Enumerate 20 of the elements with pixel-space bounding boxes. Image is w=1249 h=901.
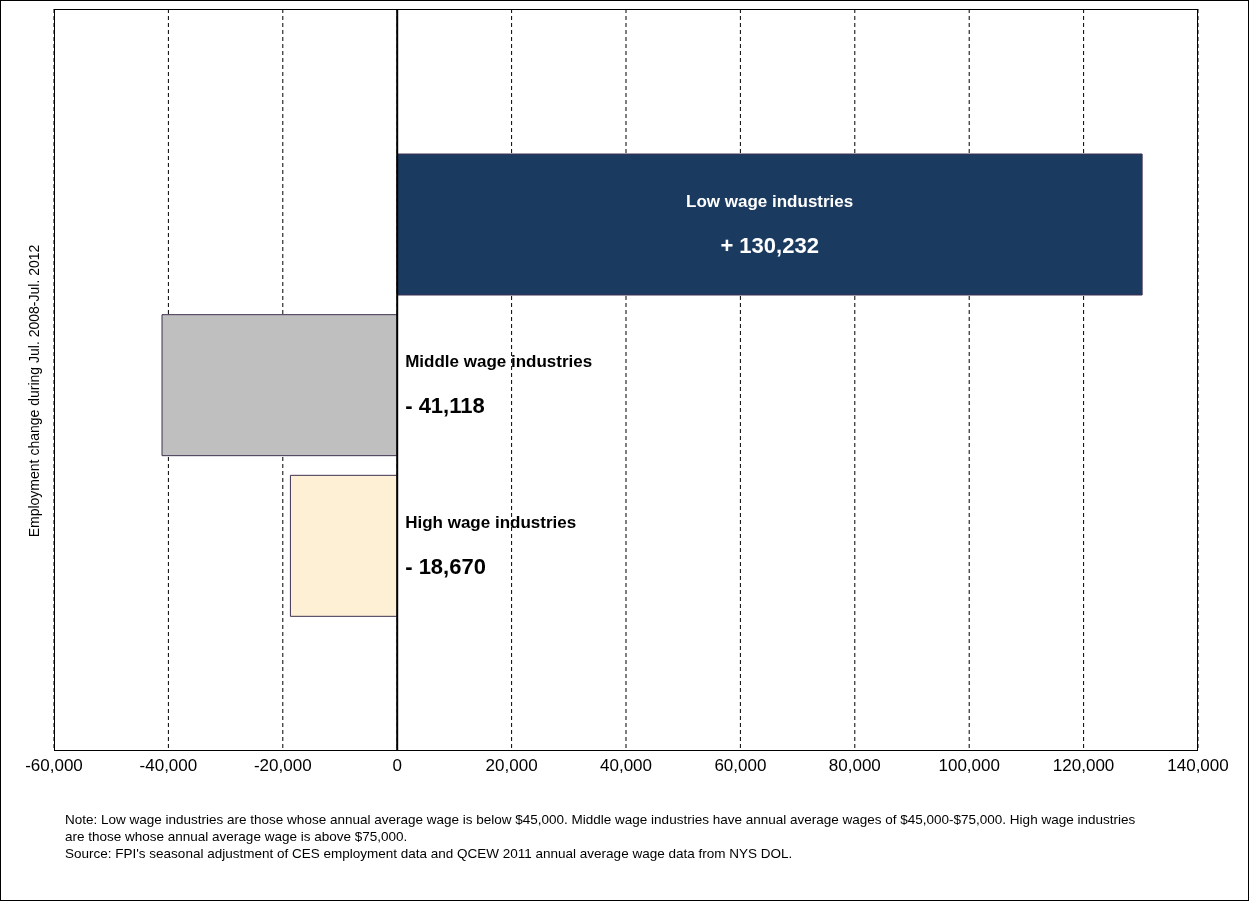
y-tick-label: Middle wage industries [405, 352, 593, 372]
y-tick-label: Low wage industries [686, 191, 854, 211]
x-tick-label: -40,000 [139, 756, 198, 776]
x-tick-label: 60,000 [714, 756, 767, 776]
source-note: Source: FPI's seasonal adjustment of CES employment data and QCEW 2011 annual average wage data from NYS DOL. [65, 845, 794, 862]
x-tick-label: 80,000 [828, 756, 881, 776]
x-tick-label: 20,000 [485, 756, 538, 776]
x-tick-label: 0 [392, 756, 402, 776]
y-tick-label: High wage industries [405, 512, 577, 532]
data-label: + 130,232 [720, 232, 819, 258]
text: Note: Low wage industries are those whose annual average wage is below $45,000. Middle wage industries have annual average wages of $45,000-$75,000. High wage industries are those whose annual average wage is above $75,000. [65, 811, 1137, 845]
x-tick-label: 100,000 [938, 756, 1000, 776]
data-label: - 41,118 [405, 393, 485, 419]
x-tick-label: -20,000 [253, 756, 312, 776]
x-tick-label: 140,000 [1167, 756, 1229, 776]
y-axis-title: Employment change during Jul. 2008-Jul. 2012 [26, 244, 42, 538]
data-label: - 18,670 [405, 553, 486, 579]
x-tick-label: -60,000 [25, 756, 83, 776]
x-tick-label: 120,000 [1052, 756, 1115, 776]
x-tick-label: 40,000 [600, 756, 652, 776]
